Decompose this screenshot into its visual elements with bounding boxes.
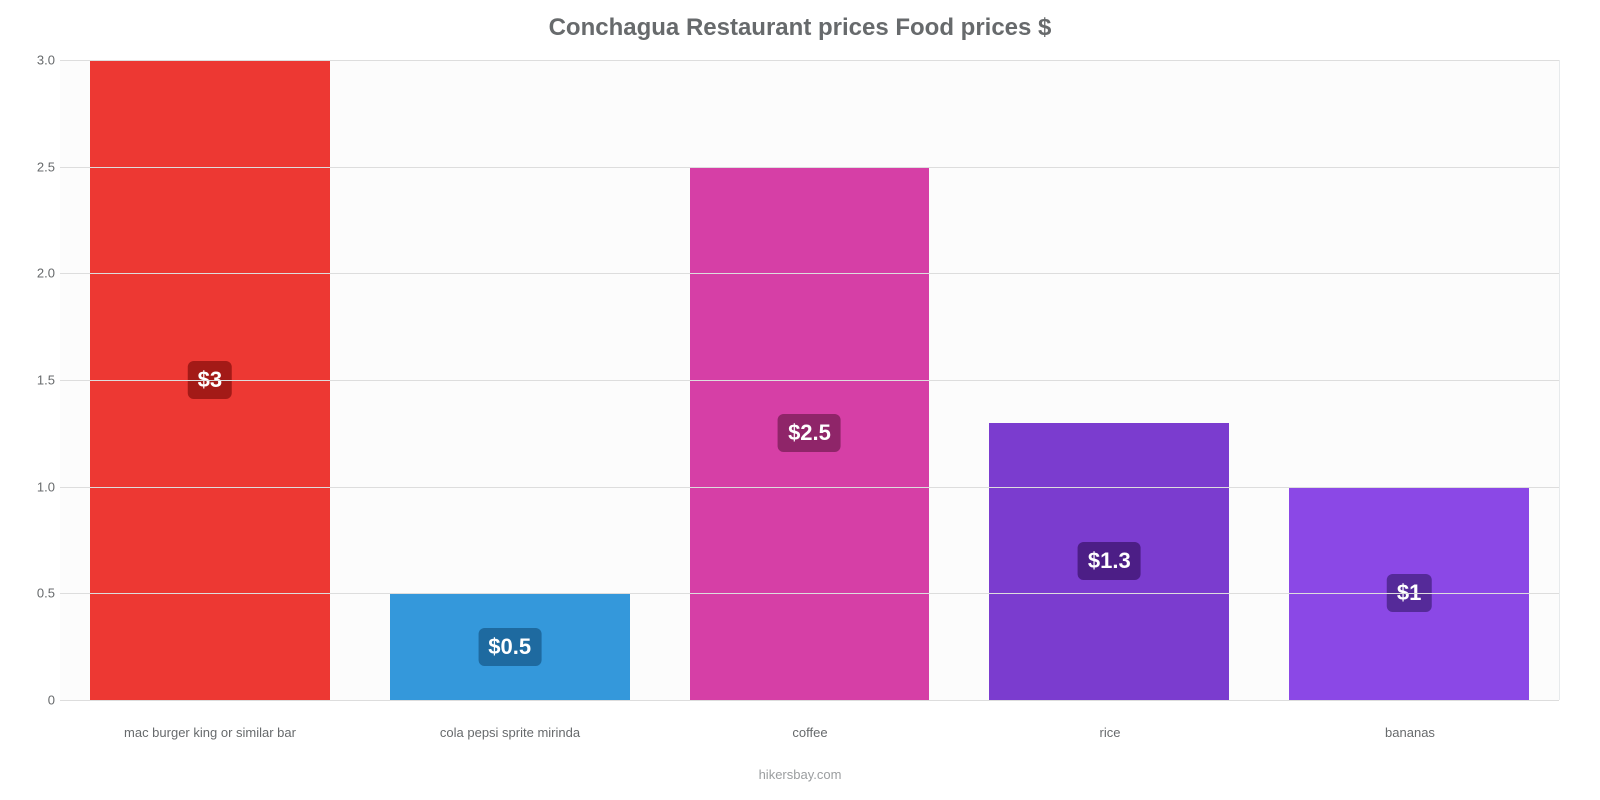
grid-line: [60, 487, 1559, 488]
plot-area: $3$0.5$2.5$1.3$1 00.51.01.52.02.53.0: [60, 60, 1560, 700]
x-tick-label: coffee: [660, 721, 960, 740]
x-axis-labels: mac burger king or similar barcola pepsi…: [60, 721, 1560, 740]
grid-line: [60, 593, 1559, 594]
y-tick-label: 2.5: [20, 159, 55, 174]
y-tick-label: 1.0: [20, 479, 55, 494]
chart-title: Conchagua Restaurant prices Food prices …: [0, 14, 1600, 42]
y-tick-label: 0: [20, 693, 55, 708]
grid-line: [60, 273, 1559, 274]
y-tick-label: 3.0: [20, 53, 55, 68]
price-chart: Conchagua Restaurant prices Food prices …: [0, 0, 1600, 800]
y-tick-label: 2.0: [20, 266, 55, 281]
grid-line: [60, 700, 1559, 701]
x-tick-label: mac burger king or similar bar: [60, 721, 360, 740]
grid-line: [60, 380, 1559, 381]
source-label: hikersbay.com: [0, 767, 1600, 782]
bar-value-label: $1.3: [1078, 542, 1141, 580]
bar-value-label: $0.5: [478, 628, 541, 666]
y-tick-label: 1.5: [20, 373, 55, 388]
x-tick-label: cola pepsi sprite mirinda: [360, 721, 660, 740]
y-tick-label: 0.5: [20, 586, 55, 601]
bar-value-label: $2.5: [778, 414, 841, 452]
grid-line: [60, 167, 1559, 168]
grid-line: [60, 60, 1559, 61]
x-tick-label: rice: [960, 721, 1260, 740]
x-tick-label: bananas: [1260, 721, 1560, 740]
